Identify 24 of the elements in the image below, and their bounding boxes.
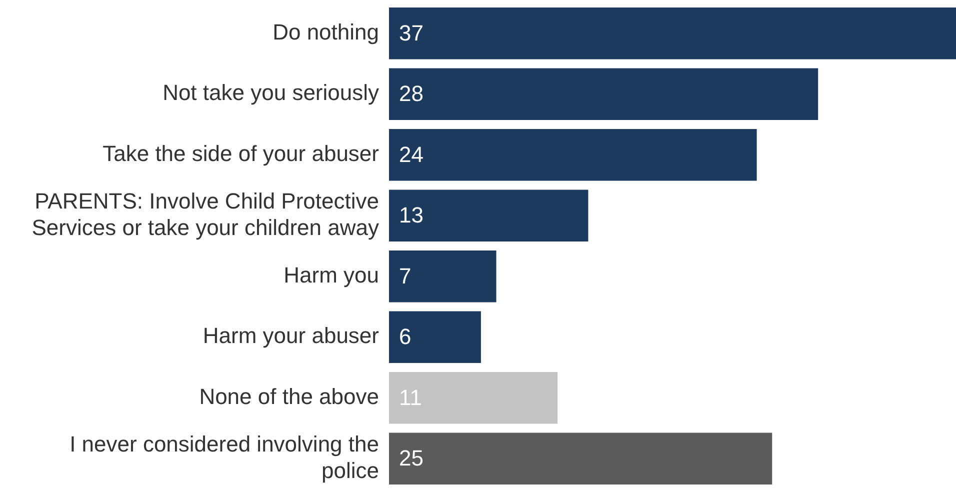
bar — [389, 372, 558, 424]
y-tick-label: Take the side of your abuser — [102, 140, 379, 166]
y-tick-label: I never considered involving the police — [70, 431, 379, 483]
bar — [389, 68, 818, 120]
bar — [389, 250, 496, 302]
y-tick-label: Not take you seriously — [162, 80, 379, 106]
data-label: 28 — [399, 81, 424, 106]
y-tick-label: Harm you — [284, 262, 379, 288]
bar — [389, 311, 481, 363]
bar — [389, 190, 588, 242]
y-tick-label: None of the above — [199, 384, 379, 409]
bar — [389, 129, 757, 181]
y-tick-label: PARENTS: Involve Child Protective Services or take your children away — [32, 188, 379, 240]
y-tick-label: Do nothing — [272, 19, 379, 44]
data-label: 13 — [399, 202, 424, 228]
data-label: 7 — [399, 263, 412, 288]
bar — [389, 432, 772, 484]
bar — [389, 8, 956, 60]
data-label: 11 — [399, 384, 422, 410]
data-label: 6 — [399, 324, 412, 350]
data-label: 24 — [399, 142, 424, 167]
data-label: 37 — [399, 20, 424, 46]
data-label: 25 — [399, 446, 424, 471]
y-tick-label: Harm your abuser — [202, 323, 379, 348]
